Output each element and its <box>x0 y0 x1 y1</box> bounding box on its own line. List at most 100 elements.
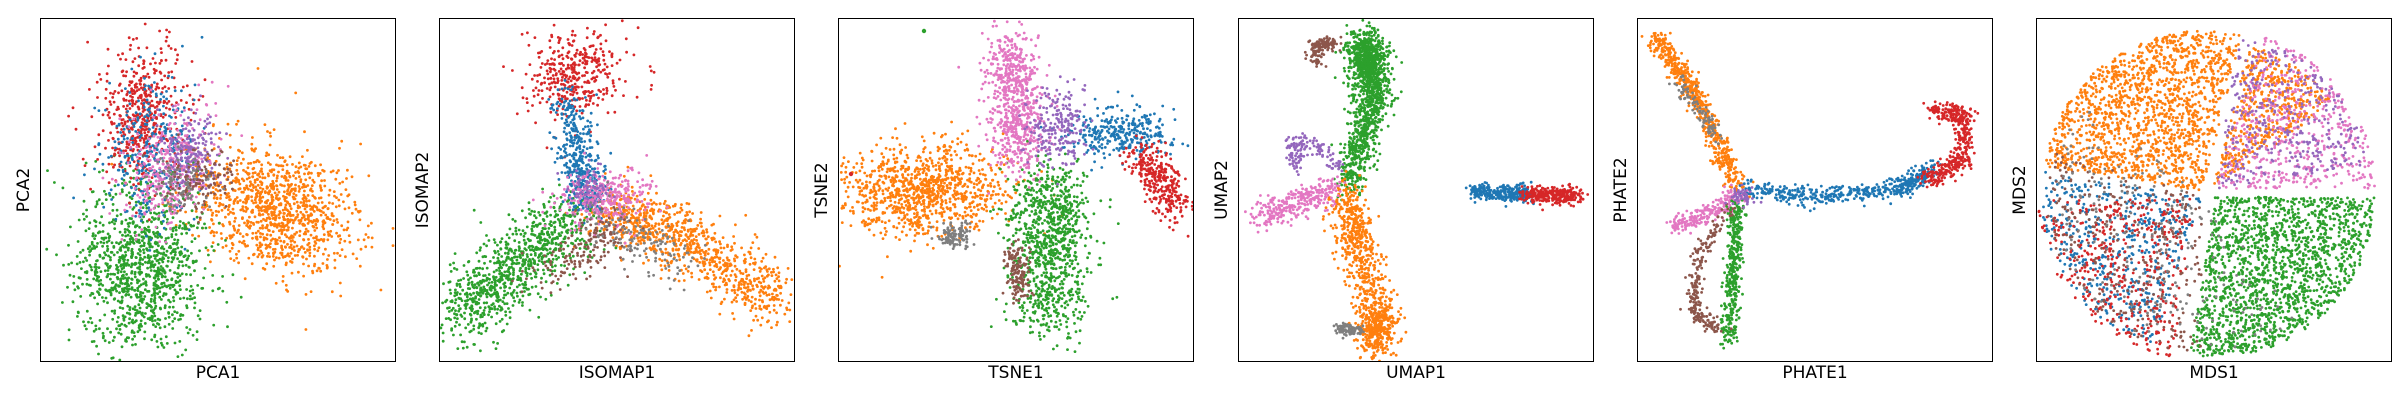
data-point <box>174 233 178 236</box>
data-point <box>247 256 251 260</box>
data-point <box>139 93 143 97</box>
data-point <box>167 163 171 167</box>
data-point <box>163 325 167 329</box>
data-point <box>106 47 110 51</box>
data-point <box>83 164 87 168</box>
data-point <box>175 101 178 104</box>
data-point <box>140 114 144 117</box>
data-point <box>296 213 300 217</box>
data-point <box>308 162 312 165</box>
data-point <box>143 131 147 135</box>
data-point <box>107 254 110 258</box>
data-point <box>675 224 679 228</box>
data-point <box>283 174 287 178</box>
data-point <box>122 277 125 280</box>
data-point <box>85 208 88 212</box>
data-point <box>143 288 147 292</box>
data-point <box>708 261 711 265</box>
data-point <box>119 240 123 244</box>
data-point <box>553 230 556 234</box>
data-point <box>195 330 199 334</box>
data-point <box>235 196 239 199</box>
data-point <box>182 168 186 172</box>
data-point <box>700 225 703 228</box>
data-point <box>200 174 203 178</box>
data-point <box>94 224 98 228</box>
data-point <box>173 271 176 275</box>
data-point <box>167 87 171 90</box>
data-point <box>139 290 142 294</box>
data-point <box>293 254 297 257</box>
data-point <box>271 248 275 251</box>
data-point <box>154 325 158 328</box>
data-point <box>362 238 366 242</box>
data-point <box>256 189 260 193</box>
data-point <box>174 62 178 65</box>
data-point <box>151 165 155 169</box>
data-point <box>139 219 143 223</box>
data-point <box>111 288 115 292</box>
data-point <box>106 249 109 253</box>
data-point <box>309 233 313 237</box>
data-point <box>572 267 575 271</box>
data-point <box>144 283 148 287</box>
data-point <box>176 148 179 152</box>
data-point <box>215 196 219 200</box>
data-point <box>181 44 184 48</box>
data-point <box>112 253 116 257</box>
data-point <box>149 255 153 259</box>
data-point <box>154 92 158 96</box>
data-point <box>135 211 138 215</box>
data-point <box>141 291 145 295</box>
data-point <box>626 165 630 169</box>
data-point <box>131 149 135 153</box>
data-point <box>182 139 186 143</box>
data-point <box>152 265 155 269</box>
data-point <box>271 198 275 202</box>
data-point <box>155 100 159 104</box>
data-point <box>757 280 761 284</box>
data-point <box>205 122 209 126</box>
data-point <box>667 229 670 233</box>
data-point <box>261 205 264 209</box>
isomap-plot-area <box>439 18 795 362</box>
data-point <box>721 280 725 283</box>
data-point <box>265 151 269 155</box>
data-point <box>191 292 195 295</box>
data-point <box>138 82 142 85</box>
data-point <box>182 255 186 258</box>
data-point <box>603 172 607 175</box>
data-point <box>167 284 170 287</box>
data-point <box>315 269 319 273</box>
data-point <box>697 233 701 236</box>
data-point <box>228 234 232 238</box>
data-point <box>131 38 135 41</box>
data-point <box>256 67 260 70</box>
data-point <box>156 345 160 349</box>
data-point <box>202 200 206 203</box>
point-cluster <box>72 35 209 252</box>
data-point <box>284 179 288 182</box>
data-point <box>117 258 121 262</box>
data-point <box>152 323 155 327</box>
data-point <box>179 99 183 102</box>
data-point <box>658 230 662 234</box>
data-point <box>179 114 183 117</box>
data-point <box>150 202 153 205</box>
data-point <box>214 132 218 136</box>
data-point <box>175 211 179 215</box>
data-point <box>142 315 146 319</box>
data-point <box>133 141 137 145</box>
data-point <box>185 304 189 308</box>
data-point <box>527 207 531 211</box>
data-point <box>685 211 689 214</box>
data-point <box>218 189 222 192</box>
data-point <box>197 220 200 224</box>
data-point <box>177 264 181 267</box>
data-point <box>167 100 171 103</box>
data-point <box>193 138 196 142</box>
data-point <box>745 277 748 280</box>
data-point <box>120 295 124 299</box>
data-point <box>760 260 764 263</box>
data-point <box>269 233 273 237</box>
